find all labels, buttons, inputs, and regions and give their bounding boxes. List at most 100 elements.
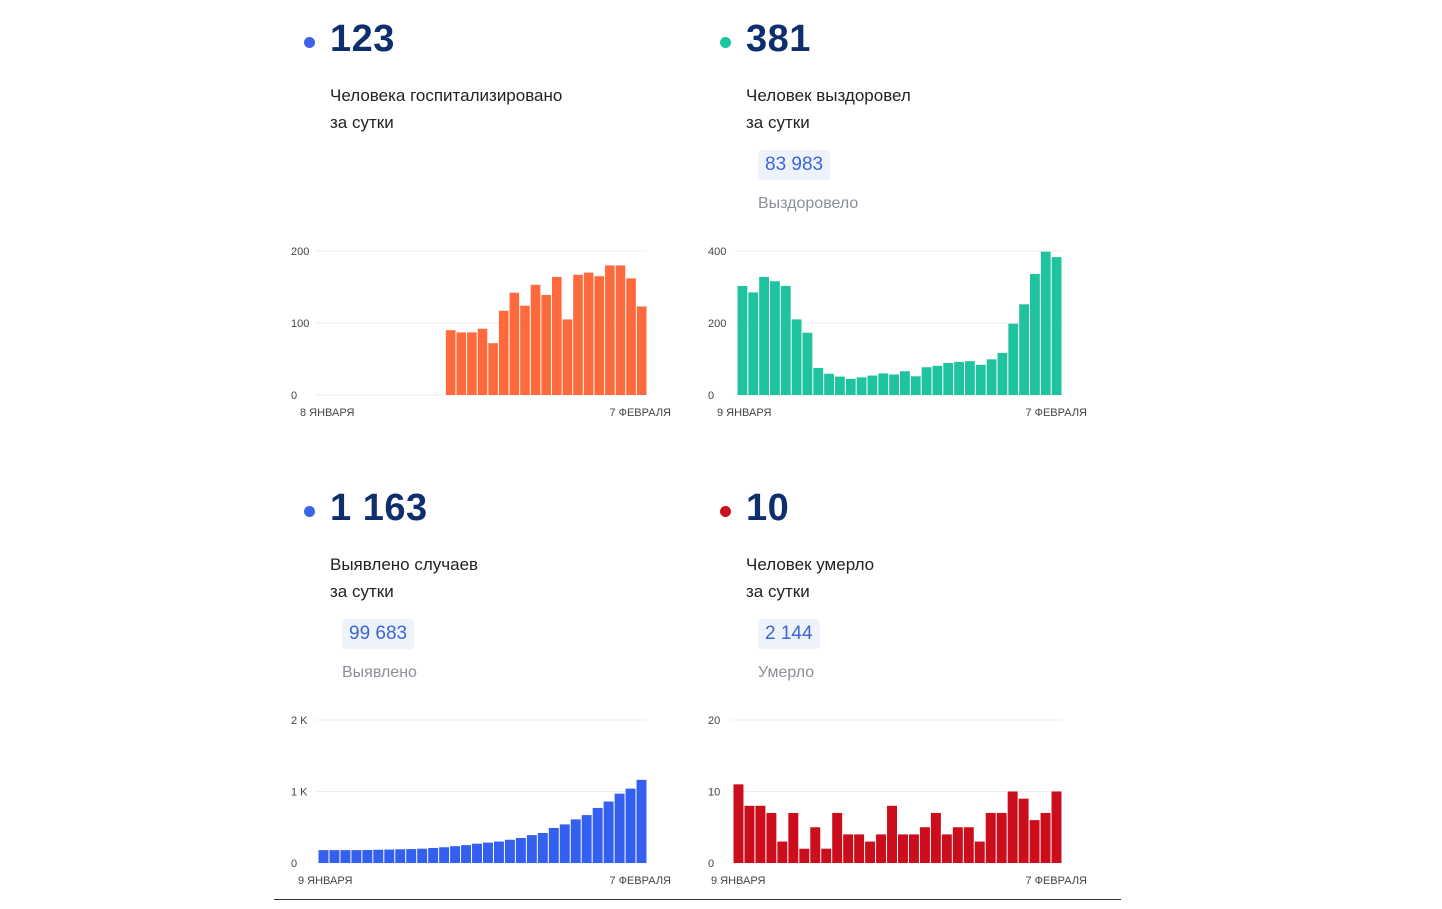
total-badge: 83 983	[758, 150, 831, 180]
y-tick-label: 200	[708, 318, 726, 330]
bar	[526, 835, 537, 863]
bar	[530, 284, 541, 395]
bar	[744, 805, 755, 863]
bar	[318, 850, 329, 863]
x-start-label: 9 ЯНВАРЯ	[711, 875, 765, 887]
daily-value: 1 163	[330, 487, 428, 529]
bar	[910, 376, 921, 395]
bar	[477, 328, 488, 395]
bar	[559, 824, 570, 863]
bar	[450, 846, 461, 863]
bar	[493, 841, 504, 863]
bar	[537, 832, 548, 863]
x-end-label: 7 ФЕВРАЛЯ	[609, 407, 671, 419]
bar	[548, 827, 559, 863]
bar	[626, 278, 636, 395]
x-start-label: 9 ЯНВАРЯ	[298, 875, 352, 887]
bar	[498, 310, 509, 395]
bar	[1007, 791, 1018, 863]
bar	[551, 276, 562, 395]
description-line: Человек умерло	[746, 555, 875, 574]
bar	[483, 842, 493, 863]
bar	[1040, 251, 1051, 395]
description: Человека госпитализировано за сутки	[330, 82, 562, 136]
bar	[581, 815, 592, 863]
status-dot	[720, 506, 731, 517]
bar	[919, 827, 930, 863]
bar	[1008, 323, 1019, 395]
bar	[1029, 820, 1040, 863]
x-end-label: 7 ФЕВРАЛЯ	[1025, 875, 1087, 887]
x-start-label: 8 ЯНВАРЯ	[300, 407, 354, 419]
bar	[791, 319, 802, 395]
description: Человек умерло за сутки	[746, 551, 874, 605]
bar	[1051, 791, 1062, 863]
x-end-label: 7 ФЕВРАЛЯ	[1025, 407, 1087, 419]
bar	[472, 843, 482, 863]
bar	[856, 377, 867, 395]
description-line: Человек выздоровел	[746, 86, 911, 105]
card-deaths: 10 Человек умерло за сутки 2 144 Умерло	[720, 469, 1120, 909]
bar	[362, 849, 373, 863]
bar	[835, 376, 845, 395]
bar	[898, 834, 908, 863]
bar	[614, 793, 625, 863]
bar	[467, 332, 477, 395]
description: Выявлено случаев за сутки	[330, 551, 478, 605]
bar	[340, 850, 351, 863]
bar	[932, 365, 943, 395]
description-line: за сутки	[330, 113, 394, 132]
bar	[963, 827, 974, 863]
bar	[876, 834, 887, 863]
daily-value: 10	[746, 487, 790, 529]
card-hospitalized: 123 Человека госпитализировано за сутки	[304, 0, 704, 440]
bar	[515, 837, 526, 863]
bar	[733, 784, 744, 863]
bar	[573, 274, 583, 395]
bar	[417, 848, 428, 863]
bar	[845, 378, 856, 395]
bar	[943, 362, 954, 395]
x-start-label: 9 ЯНВАРЯ	[717, 407, 771, 419]
bar	[889, 374, 899, 395]
description-line: за сутки	[746, 113, 810, 132]
bar	[406, 849, 417, 863]
y-tick-label: 100	[291, 318, 309, 330]
y-tick-label: 10	[708, 787, 720, 799]
bar	[824, 373, 834, 395]
bar	[562, 319, 573, 395]
bar	[445, 330, 456, 395]
bar	[636, 779, 647, 863]
bar	[777, 841, 788, 863]
description-line: за сутки	[330, 582, 394, 601]
bar	[755, 805, 766, 863]
divider	[274, 899, 1121, 900]
bar	[1040, 812, 1051, 863]
bar	[802, 332, 813, 395]
bar	[461, 845, 472, 863]
bar	[1018, 798, 1029, 863]
status-dot	[720, 37, 731, 48]
bar	[384, 849, 395, 863]
total-label: Умерло	[758, 664, 815, 681]
daily-value: 123	[330, 18, 395, 60]
bar	[373, 849, 384, 863]
y-tick-label: 2 K	[291, 715, 308, 727]
bar	[975, 364, 986, 395]
bar	[1051, 257, 1062, 395]
bar	[780, 285, 791, 395]
bar	[788, 812, 799, 863]
bar	[636, 306, 647, 395]
bar	[921, 367, 932, 395]
bar	[329, 850, 340, 863]
description-line: Человека госпитализировано	[330, 86, 563, 105]
bar	[541, 294, 551, 395]
bar	[887, 805, 897, 863]
x-end-label: 7 ФЕВРАЛЯ	[609, 875, 671, 887]
bar	[428, 847, 439, 863]
description: Человек выздоровел за сутки	[746, 82, 911, 136]
bar	[908, 834, 919, 863]
bar	[974, 841, 985, 863]
bar	[878, 373, 889, 395]
